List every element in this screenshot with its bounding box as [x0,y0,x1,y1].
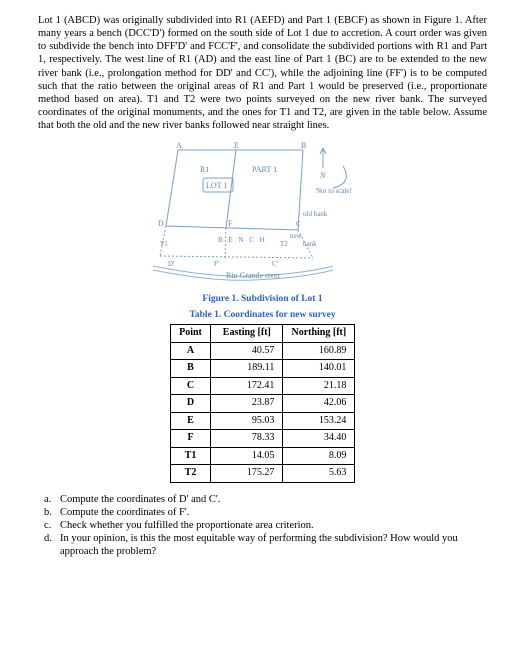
cell-easting: 78.33 [211,430,283,448]
lbl-Cp: C' [272,260,278,268]
cell-northing: 21.18 [283,377,355,395]
table-row: B189.11140.01 [170,360,355,378]
cell-easting: 172.41 [211,377,283,395]
cell-northing: 160.89 [283,342,355,360]
lbl-B: B [301,141,306,150]
cell-northing: 8.09 [283,447,355,465]
questions-list: a. Compute the coordinates of D' and C'.… [38,493,487,559]
lbl-old: old bank [303,210,328,218]
figure-container: A E B N R1 PART 1 LOT 1 Not to scale! D … [38,138,487,322]
cell-point: C [170,377,211,395]
cell-point: B [170,360,211,378]
cell-easting: 40.57 [211,342,283,360]
cell-point: T1 [170,447,211,465]
figure-caption: Figure 1. Subdivision of Lot 1 [38,294,487,306]
q-text: Check whether you fulfilled the proporti… [60,519,487,532]
lbl-Fp: F' [214,260,219,268]
cell-northing: 153.24 [283,412,355,430]
lbl-R1: R1 [200,165,209,174]
table-container: Point Easting [ft] Northing [ft] A40.571… [38,324,487,483]
table-row: T2175.275.63 [170,465,355,483]
coordinates-table: Point Easting [ft] Northing [ft] A40.571… [170,324,356,483]
question-b: b. Compute the coordinates of F'. [44,506,487,519]
lbl-Dp: D' [168,260,174,268]
cell-easting: 189.11 [211,360,283,378]
question-c: c. Check whether you fulfilled the propo… [44,519,487,532]
cell-point: A [170,342,211,360]
q-text: Compute the coordinates of D' and C'. [60,493,487,506]
lbl-T2: T2 [280,240,288,248]
table-row: F78.3334.40 [170,430,355,448]
th-easting: Easting [ft] [211,325,283,343]
q-text: Compute the coordinates of F'. [60,506,487,519]
th-northing: Northing [ft] [283,325,355,343]
figure-svg: A E B N R1 PART 1 LOT 1 Not to scale! D … [148,138,378,288]
cell-point: D [170,395,211,413]
q-letter: b. [44,506,60,519]
q-letter: c. [44,519,60,532]
cell-northing: 140.01 [283,360,355,378]
lbl-river: Rio Grande river [226,271,281,280]
lbl-D: D [158,219,164,228]
cell-northing: 34.40 [283,430,355,448]
lbl-A: A [176,141,182,150]
table-header-row: Point Easting [ft] Northing [ft] [170,325,355,343]
lbl-scale: Not to scale! [316,187,352,195]
cell-point: E [170,412,211,430]
lbl-bank: bank [303,240,317,248]
cell-northing: 5.63 [283,465,355,483]
q-letter: d. [44,532,60,558]
table-caption: Table 1. Coordinates for new survey [38,310,487,322]
q-text: In your opinion, is this the most equita… [60,532,487,558]
lbl-F: F [228,219,233,228]
lbl-E: E [234,141,239,150]
lbl-new: new [290,232,303,240]
lbl-T1: T1 [160,240,168,248]
intro-paragraph: Lot 1 (ABCD) was originally subdivided i… [38,14,487,132]
cell-easting: 14.05 [211,447,283,465]
table-row: A40.57160.89 [170,342,355,360]
cell-easting: 175.27 [211,465,283,483]
lbl-N: N [319,171,326,180]
table-row: E95.03153.24 [170,412,355,430]
question-a: a. Compute the coordinates of D' and C'. [44,493,487,506]
question-d: d. In your opinion, is this the most equ… [44,532,487,558]
cell-northing: 42.06 [283,395,355,413]
table-row: D23.8742.06 [170,395,355,413]
cell-point: F [170,430,211,448]
table-row: C172.4121.18 [170,377,355,395]
q-letter: a. [44,493,60,506]
table-row: T114.058.09 [170,447,355,465]
cell-point: T2 [170,465,211,483]
th-point: Point [170,325,211,343]
lbl-Bench: B E N C H [218,236,267,244]
lbl-C: C [296,220,301,228]
lbl-Lot: LOT 1 [206,181,227,190]
cell-easting: 95.03 [211,412,283,430]
cell-easting: 23.87 [211,395,283,413]
lbl-Part1: PART 1 [252,165,277,174]
